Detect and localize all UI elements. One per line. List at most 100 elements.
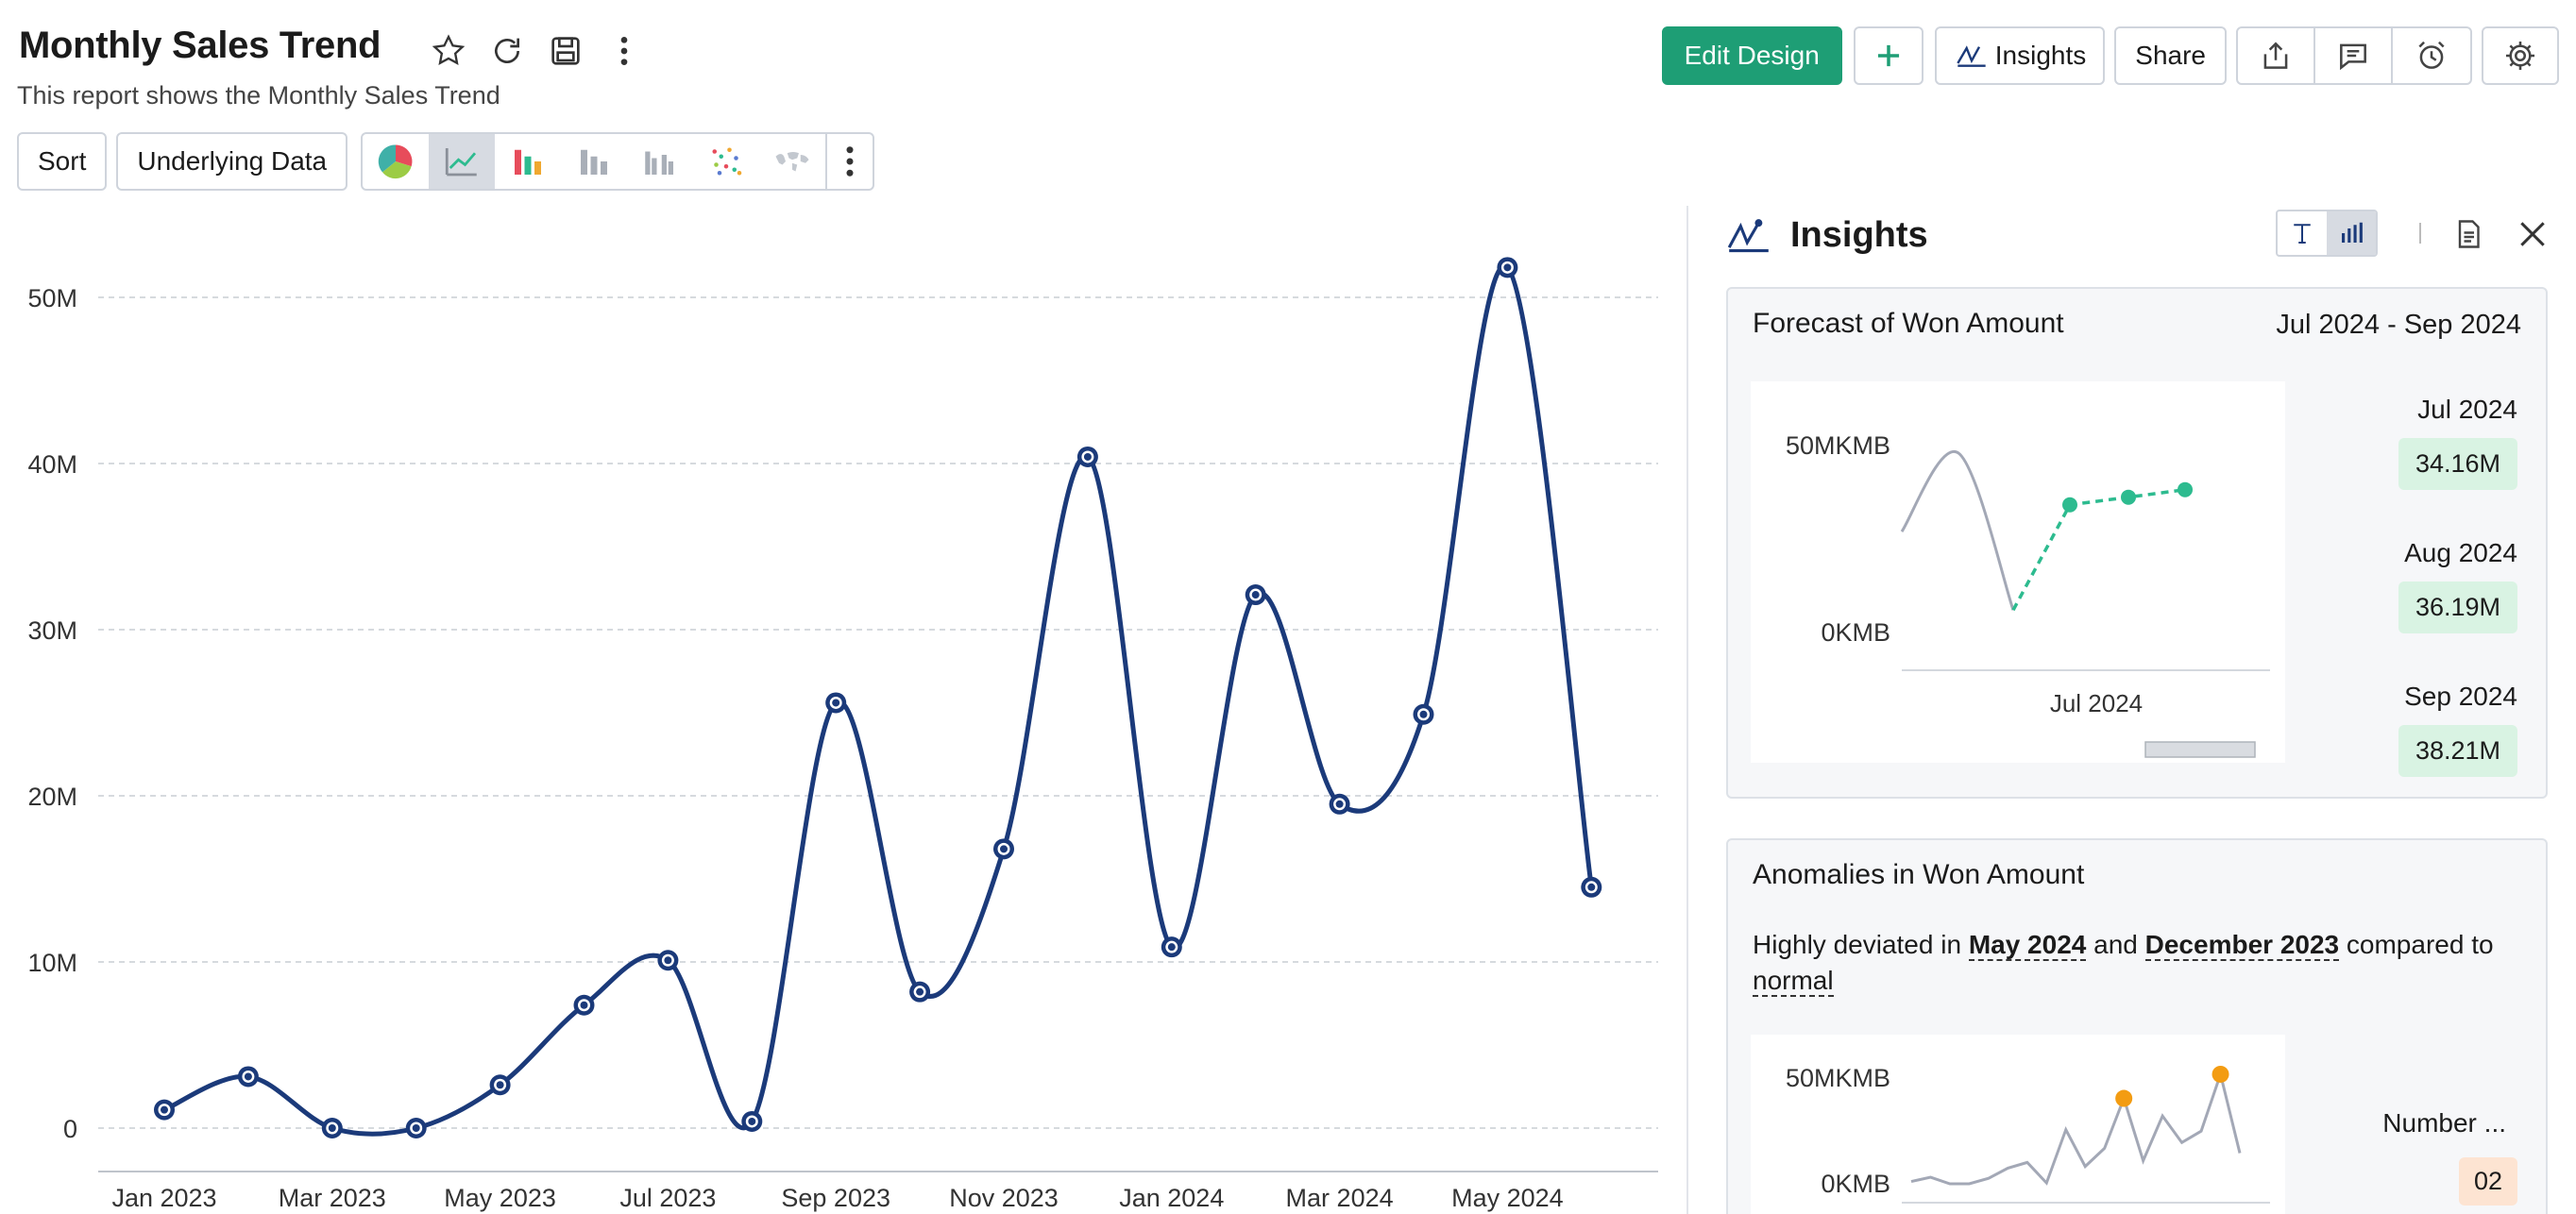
page-title: Monthly Sales Trend <box>19 25 381 66</box>
data-point-center <box>1083 452 1092 461</box>
y-tick-label: 10M <box>27 949 77 977</box>
title-icon-bar <box>430 32 643 70</box>
forecast-point <box>2178 481 2193 497</box>
chart-type-grouped-bar[interactable] <box>627 134 693 189</box>
y-tick-label: 0KMB <box>1821 1170 1890 1198</box>
add-button[interactable] <box>1853 26 1924 85</box>
forecast-item-value: 38.21M <box>2398 725 2517 777</box>
x-tick-label: Jul 2023 <box>619 1184 716 1212</box>
alarm-icon <box>2418 41 2445 69</box>
comment-button[interactable] <box>2315 28 2393 83</box>
history-line <box>1900 449 2015 611</box>
panel-divider <box>1686 206 1688 1214</box>
alarm-button[interactable] <box>2393 28 2470 83</box>
chart-type-more-button[interactable] <box>825 134 873 189</box>
settings-button[interactable] <box>2482 26 2559 85</box>
chart-type-scatter[interactable] <box>693 134 759 189</box>
chart-type-line[interactable] <box>429 134 496 189</box>
series-line <box>162 263 1594 1137</box>
insights-title: Insights <box>1790 215 1928 255</box>
text-view-button[interactable] <box>2278 211 2327 255</box>
insights-button[interactable]: Insights <box>1934 26 2106 85</box>
y-tick-label: 0 <box>63 1115 77 1143</box>
forecast-item-label: Sep 2024 <box>2404 682 2517 711</box>
comment-icon <box>2340 43 2366 71</box>
settings-icon <box>2505 41 2535 71</box>
close-icon[interactable] <box>2514 215 2551 253</box>
monthly-sales-line-chart[interactable]: 0 10M 20M 30M 40M 50M Jan 2023 Mar 2023 May 2023… <box>0 208 1681 1214</box>
anomaly-text: and <box>2086 930 2145 959</box>
document-icon[interactable] <box>2451 215 2485 253</box>
data-point-center <box>1503 263 1512 272</box>
data-point-center <box>580 1001 588 1009</box>
chart-type-stacked-bar[interactable] <box>561 134 627 189</box>
more-vertical-icon[interactable] <box>605 32 643 70</box>
data-point-center <box>244 1072 252 1081</box>
y-tick-label: 20M <box>27 783 77 811</box>
anomalies-mini-chart: 50MKMB 0KMB <box>1751 1035 2285 1214</box>
data-point-center <box>1000 845 1008 853</box>
chart-type-pie[interactable] <box>363 134 429 189</box>
export-icon <box>2263 42 2288 69</box>
y-tick-label: 30M <box>27 616 77 645</box>
forecast-item: Jul 2024 34.16M <box>2398 395 2517 490</box>
edit-design-button[interactable]: Edit Design <box>1661 26 1842 85</box>
y-tick-label: 40M <box>27 450 77 479</box>
star-icon[interactable] <box>430 32 467 70</box>
data-point-center <box>496 1081 504 1089</box>
refresh-icon[interactable] <box>488 32 526 70</box>
underlying-data-button[interactable]: Underlying Data <box>116 132 348 191</box>
normal-link[interactable]: normal <box>1753 966 1834 997</box>
y-tick-label: 50MKMB <box>1786 431 1890 460</box>
data-point-center <box>1167 943 1176 952</box>
anomalies-card: Anomalies in Won Amount Highly deviated … <box>1726 838 2548 1214</box>
save-icon[interactable] <box>547 32 585 70</box>
y-tick-label: 50M <box>27 284 77 312</box>
x-tick-label: Jan 2023 <box>111 1184 216 1212</box>
sparkline <box>1910 1069 2242 1186</box>
pie-chart-icon <box>378 144 413 179</box>
x-tick-label: May 2023 <box>444 1184 556 1212</box>
chart-type-map[interactable] <box>759 134 825 189</box>
anomaly-month-link[interactable]: December 2023 <box>2144 930 2340 961</box>
export-button[interactable] <box>2238 28 2315 83</box>
forecast-mini-chart: 50MKMB 0KMB Jul 2024 <box>1751 381 2285 763</box>
x-tick-label: May 2024 <box>1451 1184 1564 1212</box>
plus-icon <box>1877 44 1899 67</box>
share-button[interactable]: Share <box>2114 26 2227 85</box>
stacked-bar-icon <box>581 149 608 175</box>
chart-type-switcher <box>361 132 875 191</box>
scroll-navigator <box>2144 741 2256 758</box>
line-chart-icon <box>445 148 477 177</box>
top-actions: Edit Design Insights Share <box>1661 26 2559 85</box>
forecast-item-value: 36.19M <box>2398 582 2517 633</box>
chart-view-button[interactable] <box>2327 211 2376 255</box>
text-icon <box>2294 224 2311 244</box>
page-subtitle: This report shows the Monthly Sales Tren… <box>17 81 500 110</box>
forecast-card: Forecast of Won Amount Jul 2024 - Sep 20… <box>1726 287 2548 799</box>
data-point-center <box>1251 591 1260 599</box>
insights-logo-icon <box>1727 219 1769 253</box>
anomaly-count-label: Number ... <box>2382 1108 2506 1138</box>
forecast-item-label: Aug 2024 <box>2404 538 2517 567</box>
sort-button[interactable]: Sort <box>17 132 108 191</box>
anomaly-month-link[interactable]: May 2024 <box>1968 930 2087 961</box>
data-point-center <box>916 987 924 996</box>
bar-chart-icon <box>515 149 542 175</box>
anomaly-count-badge: 02 <box>2458 1157 2517 1206</box>
data-point-center <box>1335 800 1344 808</box>
data-point-center <box>832 699 840 707</box>
more-vertical-icon <box>846 146 854 177</box>
data-point-center <box>161 1105 168 1114</box>
anomaly-text: Highly deviated in <box>1753 930 1969 959</box>
forecast-item: Aug 2024 36.19M <box>2398 538 2517 633</box>
x-tick-label: Nov 2023 <box>949 1184 1059 1212</box>
chart-type-bar[interactable] <box>495 134 561 189</box>
data-point-center <box>412 1124 420 1132</box>
data-point-center <box>1419 710 1428 718</box>
forecast-item-label: Jul 2024 <box>2417 395 2517 424</box>
x-tick-label: Mar 2023 <box>279 1184 386 1212</box>
data-point-center <box>748 1117 756 1125</box>
forecast-item-value: 34.16M <box>2398 438 2517 490</box>
forecast-title: Forecast of Won Amount <box>1753 308 2064 339</box>
